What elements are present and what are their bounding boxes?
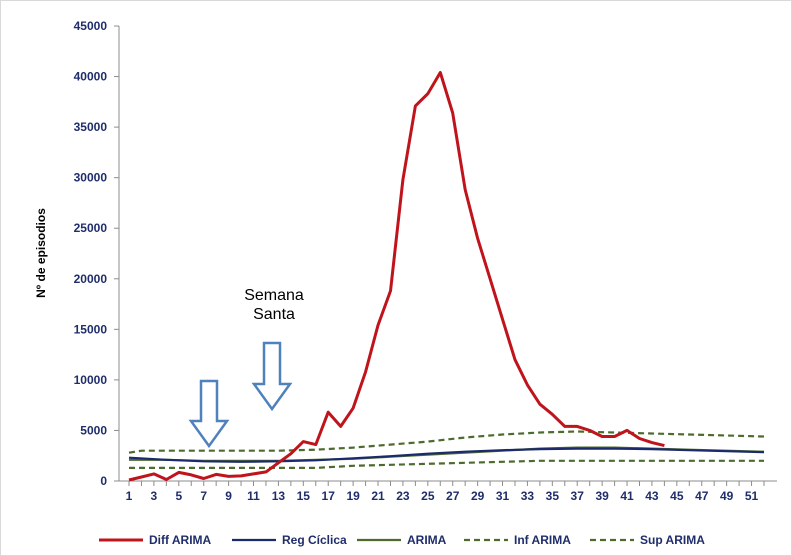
series-line bbox=[128, 430, 765, 454]
x-tick-label: 15 bbox=[297, 489, 311, 503]
x-tick-label: 33 bbox=[521, 489, 535, 503]
x-tick-label: 43 bbox=[645, 489, 659, 503]
legend-label: Diff ARIMA bbox=[149, 533, 212, 547]
x-tick-label: 45 bbox=[670, 489, 684, 503]
arrow-down-icon bbox=[251, 341, 293, 412]
y-tick-label: 40000 bbox=[74, 70, 108, 84]
x-tick-label: 13 bbox=[272, 489, 286, 503]
x-tick-label: 19 bbox=[346, 489, 360, 503]
y-tick-label: 5000 bbox=[80, 423, 107, 437]
x-axis-ticks: 1 3 5 7 9 11 13 15 17 19 21 23 25 27 29 31 33 35 37 39 41 43 4… bbox=[126, 481, 765, 503]
y-tick-label: 15000 bbox=[74, 322, 108, 336]
y-tick-label: 35000 bbox=[74, 120, 108, 134]
x-tick-label: 7 bbox=[200, 489, 207, 503]
y-axis-ticks: 0 5000 10000 15000 20000 25000 30000 35000 40000… bbox=[74, 19, 119, 488]
y-tick-label: 20000 bbox=[74, 272, 108, 286]
y-tick-label: 45000 bbox=[74, 19, 108, 33]
x-tick-label: 49 bbox=[720, 489, 734, 503]
legend-label: Reg Cíclica bbox=[282, 533, 347, 547]
x-tick-label: 51 bbox=[745, 489, 759, 503]
x-tick-label: 39 bbox=[595, 489, 609, 503]
arrow-down-icon bbox=[188, 379, 230, 449]
x-tick-label: 21 bbox=[371, 489, 385, 503]
y-tick-label: 0 bbox=[100, 474, 107, 488]
y-tick-label: 25000 bbox=[74, 221, 108, 235]
legend-label: ARIMA bbox=[407, 533, 447, 547]
x-tick-label: 9 bbox=[225, 489, 232, 503]
x-tick-label: 5 bbox=[175, 489, 182, 503]
x-tick-label: 35 bbox=[546, 489, 560, 503]
annotation-santa: Santa bbox=[253, 306, 295, 323]
legend: Diff ARIMA Reg Cíclica ARIMA Inf ARIMA Sup A… bbox=[99, 533, 705, 547]
legend-label: Sup ARIMA bbox=[640, 533, 705, 547]
x-tick-label: 27 bbox=[446, 489, 460, 503]
series-line bbox=[128, 71, 665, 482]
x-tick-label: 25 bbox=[421, 489, 435, 503]
x-tick-label: 3 bbox=[151, 489, 158, 503]
x-tick-label: 41 bbox=[620, 489, 634, 503]
y-axis-label: Nº de episodios bbox=[34, 208, 48, 298]
legend-label: Inf ARIMA bbox=[514, 533, 571, 547]
series-line bbox=[129, 459, 764, 469]
y-tick-label: 30000 bbox=[74, 171, 108, 185]
x-tick-label: 23 bbox=[396, 489, 410, 503]
x-tick-label: 17 bbox=[322, 489, 336, 503]
x-tick-label: 47 bbox=[695, 489, 709, 503]
series-group bbox=[128, 71, 765, 482]
series-line bbox=[128, 447, 765, 463]
y-tick-label: 10000 bbox=[74, 373, 108, 387]
x-tick-label: 1 bbox=[126, 489, 133, 503]
x-tick-label: 11 bbox=[247, 489, 260, 503]
x-tick-label: 37 bbox=[571, 489, 585, 503]
annotation-semana: Semana bbox=[244, 287, 304, 304]
x-tick-label: 31 bbox=[496, 489, 510, 503]
x-tick-label: 29 bbox=[471, 489, 485, 503]
